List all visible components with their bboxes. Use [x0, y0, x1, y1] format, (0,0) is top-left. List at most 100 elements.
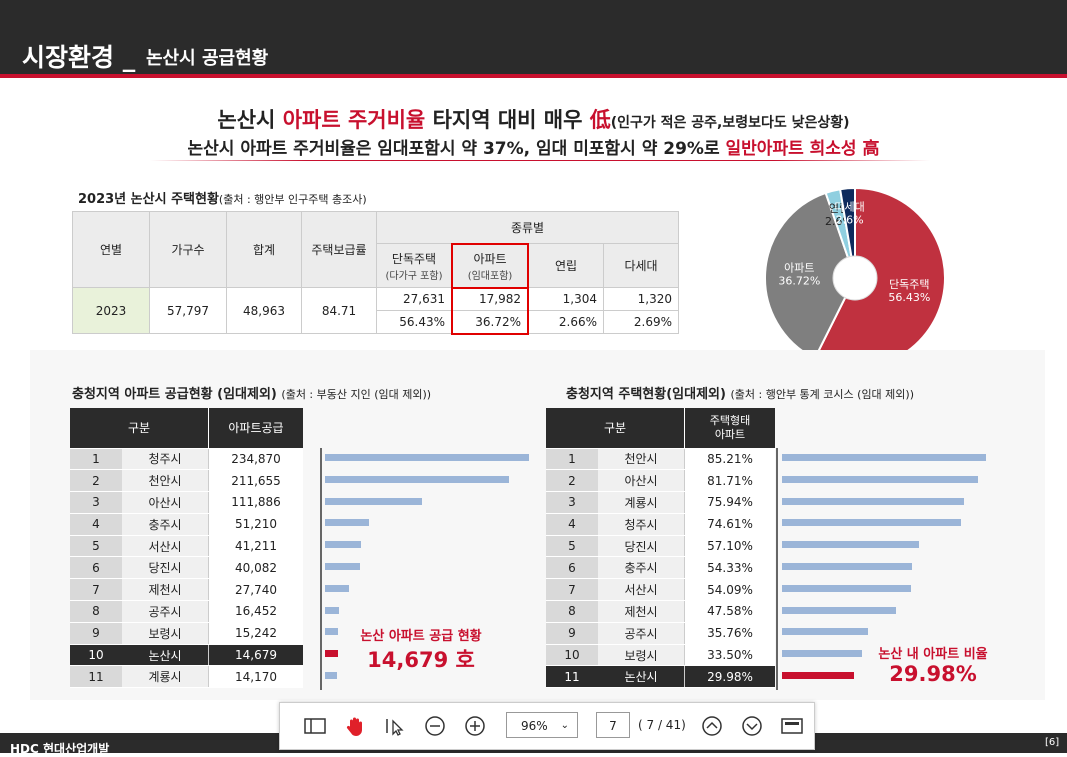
text-select-icon[interactable] — [384, 715, 406, 737]
housing-table: 연별 가구수 합계 주택보급률 종류별 단독주택 (다가구 포함) 아파트 (임대포… — [72, 211, 679, 335]
housing-section-title: 2023년 논산시 주택현황(출처 : 행안부 인구주택 총조사) — [78, 192, 367, 207]
city-cell: 서산시 — [598, 578, 685, 602]
pie-label: 아파트 — [784, 261, 814, 274]
value-cell: 54.33% — [684, 556, 775, 580]
pie-value-label: 56.43% — [888, 291, 930, 304]
value-cell: 40,082 — [208, 556, 303, 580]
pie-center-hole — [832, 255, 878, 301]
bar-보령시 — [325, 628, 339, 636]
chevron-down-icon: ⌄ — [560, 720, 569, 731]
rank-cell: 3 — [70, 491, 122, 514]
ratio-row: 2 아산시 81.71% — [546, 469, 775, 493]
headline-1: 논산시 아파트 주거비율 타지역 대비 매우 低(인구가 적은 공주,보령보다도… — [217, 108, 850, 132]
zoom-value: 96% — [521, 719, 548, 733]
city-cell: 충주시 — [122, 513, 209, 536]
ratio-col-category: 구분 — [546, 408, 685, 449]
cell-households: 57,797 — [149, 287, 227, 334]
pie-value-label: 36.72% — [778, 274, 820, 287]
value-cell: 29.98% — [684, 665, 775, 689]
cell-ratio: 56.43% — [376, 310, 453, 334]
ratio-table: 구분 주택형태 아파트 1 천안시 85.21% 2 아산시 81.71% 3 계룡시 75.94… — [546, 408, 775, 689]
cell-ratio: 2.66% — [527, 310, 604, 334]
value-cell: 14,679 — [208, 644, 303, 667]
bar-공주시 — [782, 628, 868, 636]
zoom-out-icon[interactable] — [424, 715, 446, 737]
bar-제천시 — [782, 606, 896, 614]
cell-count: 1,304 — [527, 287, 604, 311]
bar-청주시 — [782, 519, 961, 527]
ratio-row: 9 공주시 35.76% — [546, 622, 775, 645]
ratio-col-value: 주택형태 아파트 — [684, 408, 775, 449]
zoom-select[interactable]: 96% ⌄ — [506, 712, 578, 738]
ratio-row: 8 제천시 47.58% — [546, 600, 775, 623]
headline-divider — [150, 160, 930, 161]
bar-서산시 — [325, 541, 361, 549]
supply-callout: 논산 아파트 공급 현황 14,679 호 — [360, 629, 482, 672]
supply-row: 11 계룡시 14,170 — [70, 665, 303, 689]
cell-total: 48,963 — [226, 287, 302, 334]
col-detached: 단독주택 (다가구 포함) — [376, 243, 453, 288]
supply-row: 5 서산시 41,211 — [70, 535, 303, 558]
rank-cell: 6 — [546, 556, 598, 580]
value-cell: 57.10% — [684, 535, 775, 558]
rank-cell: 5 — [70, 535, 122, 558]
ratio-section-title: 충청지역 주택현황(임대제외) (출처 : 행안부 통계 코시스 (임대 제외)… — [566, 387, 914, 402]
value-cell: 234,870 — [208, 448, 303, 471]
rank-cell: 7 — [70, 578, 122, 602]
slide-number: [6] — [1045, 737, 1060, 748]
col-supply-rate: 주택보급률 — [301, 211, 377, 288]
city-cell: 계룡시 — [598, 491, 685, 514]
header-bar: 시장환경 _ 논산시 공급현황 — [0, 0, 1067, 78]
fit-page-icon[interactable] — [781, 715, 803, 737]
col-households: 가구수 — [149, 211, 227, 288]
value-cell: 211,655 — [208, 469, 303, 493]
page-count: ( 7 / 41) — [638, 718, 686, 732]
city-cell: 공주시 — [598, 622, 685, 645]
ratio-row: 10 보령시 33.50% — [546, 644, 775, 667]
cell-ratio: 2.69% — [603, 310, 679, 334]
rank-cell: 2 — [70, 469, 122, 493]
bar-천안시 — [782, 454, 986, 461]
rank-cell: 7 — [546, 578, 598, 602]
bar-충주시 — [325, 519, 370, 527]
city-cell: 아산시 — [598, 469, 685, 493]
value-cell: 27,740 — [208, 578, 303, 602]
rank-cell: 3 — [546, 491, 598, 514]
value-cell: 111,886 — [208, 491, 303, 514]
value-cell: 81.71% — [684, 469, 775, 493]
zoom-in-icon[interactable] — [464, 715, 486, 737]
bar-계룡시 — [782, 497, 964, 505]
previous-page-icon[interactable] — [701, 715, 723, 737]
bar-아산시 — [782, 475, 978, 483]
rank-cell: 10 — [546, 644, 598, 667]
hand-tool-icon[interactable] — [344, 715, 366, 737]
city-cell: 보령시 — [122, 622, 209, 645]
col-multiplex: 다세대 — [603, 243, 679, 288]
supply-row: 6 당진시 40,082 — [70, 556, 303, 580]
supply-section-title: 충청지역 아파트 공급현황 (임대제외) (출처 : 부동산 지인 (임대 제외… — [72, 387, 432, 402]
city-cell: 충주시 — [598, 556, 685, 580]
col-type: 종류별 — [376, 211, 679, 244]
sidebar-toggle-icon[interactable] — [304, 715, 326, 737]
supply-row: 7 제천시 27,740 — [70, 578, 303, 602]
supply-row: 10 논산시 14,679 — [70, 644, 303, 667]
rank-cell: 1 — [70, 448, 122, 471]
city-cell: 공주시 — [122, 600, 209, 623]
city-cell: 천안시 — [122, 469, 209, 493]
headline-2: 논산시 아파트 주거비율은 임대포함시 약 37%, 임대 미포함시 약 29%… — [187, 139, 880, 159]
value-cell: 33.50% — [684, 644, 775, 667]
rank-cell: 11 — [546, 665, 598, 689]
supply-row: 3 아산시 111,886 — [70, 491, 303, 514]
bar-공주시 — [325, 606, 340, 614]
pie-label: 단독주택 — [889, 278, 929, 291]
cell-count: 1,320 — [603, 287, 679, 311]
page-number-input[interactable]: 7 — [596, 712, 630, 738]
city-cell: 계룡시 — [122, 665, 209, 689]
bar-천안시 — [325, 475, 509, 483]
pie-value-label: 2.6% — [836, 213, 864, 226]
next-page-icon[interactable] — [741, 715, 763, 737]
value-cell: 51,210 — [208, 513, 303, 536]
supply-row: 9 보령시 15,242 — [70, 622, 303, 645]
rank-cell: 9 — [70, 622, 122, 645]
